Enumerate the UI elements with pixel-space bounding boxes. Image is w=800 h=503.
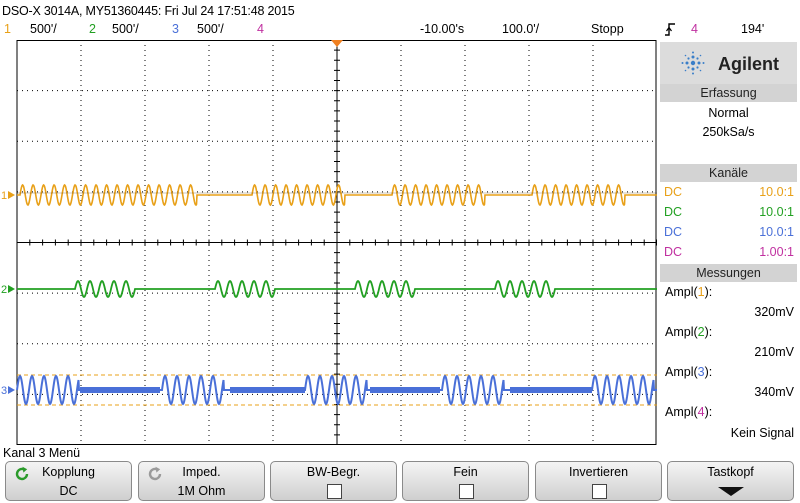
softkey-impedance-value: 1M Ohm [177, 484, 226, 498]
measurement-3-value: 340mV [754, 385, 794, 399]
trigger-position-marker [331, 40, 343, 47]
measurement-2-value: 210mV [754, 345, 794, 359]
measurement-3-label: Ampl(3): [665, 365, 713, 379]
timebase-scale: 100.0'/ [502, 22, 540, 36]
ch1-trace [17, 183, 657, 207]
measurements-header: Messungen [660, 264, 797, 282]
ch1-coupling: DC [664, 185, 683, 199]
screen-title: DSO-X 3014A, MY51360445: Fri Jul 24 17:5… [2, 4, 295, 18]
agilent-spark-icon [681, 51, 705, 75]
brand-name: Agilent [718, 54, 779, 74]
bw-limit-checkbox[interactable] [326, 484, 342, 499]
softkey-bw-limit[interactable]: BW-Begr. [270, 461, 397, 501]
ch1-ground-marker: 1 [1, 190, 7, 202]
softkey-probe[interactable]: Tastkopf [667, 461, 794, 501]
channel-3-scale: 500'/ [197, 22, 224, 36]
measurement-4-value: Kein Signal [730, 426, 794, 440]
time-offset: -10.00's [420, 22, 465, 36]
ch3-ground-marker-arrow [8, 386, 15, 394]
menu-title: Kanal 3 Menü [3, 446, 81, 460]
channels-header: Kanäle [660, 164, 797, 182]
ch1-ground-marker-arrow [8, 191, 15, 199]
acquisition-header: Erfassung [660, 84, 797, 102]
softkey-coupling-label: Kopplung [42, 465, 95, 479]
rotate-knob-icon [148, 466, 162, 481]
submenu-arrow-icon [717, 487, 744, 496]
acquisition-mode: Normal [708, 106, 749, 120]
softkey-impedance-label: Imped. [182, 465, 221, 479]
ch4-coupling: DC [664, 245, 683, 259]
ch2-ground-marker-arrow [8, 285, 15, 293]
waveform-display[interactable]: 1 2 3 [0, 40, 657, 445]
ch3-coupling: DC [664, 225, 683, 239]
trigger-level: 194' [741, 22, 765, 36]
channel-4-number: 4 [257, 22, 264, 36]
ch2-trace [17, 279, 657, 299]
channel-2-scale: 500'/ [112, 22, 139, 36]
ch2-ground-marker: 2 [1, 284, 7, 296]
softkey-invert-label: Invertieren [568, 465, 629, 479]
ch3-flat-segment [80, 387, 160, 393]
ch2-probe: 10.0:1 [759, 205, 794, 219]
channel-1-number: 1 [4, 22, 11, 36]
ch3-flat-segment [370, 387, 440, 393]
ch3-probe: 10.0:1 [759, 225, 794, 239]
softkey-fine[interactable]: Fein [402, 461, 529, 501]
ch3-ground-marker: 3 [1, 385, 7, 397]
trigger-edge-icon [664, 22, 676, 37]
measurement-1-value: 320mV [754, 305, 794, 319]
measurement-4-label: Ampl(4): [665, 405, 713, 419]
ch3-flat-segment [230, 387, 305, 393]
channel-3-number: 3 [172, 22, 179, 36]
invert-checkbox[interactable] [591, 484, 607, 499]
softkey-coupling-value: DC [59, 484, 78, 498]
ch4-probe: 1.00:1 [759, 245, 794, 259]
ch3-flat-segment [510, 387, 592, 393]
run-state: Stopp [591, 22, 624, 36]
trigger-source: 4 [691, 22, 698, 36]
sample-rate: 250kSa/s [702, 125, 755, 139]
ch2-coupling: DC [664, 205, 683, 219]
softkey-impedance[interactable]: Imped. 1M Ohm [138, 461, 265, 501]
softkey-invert[interactable]: Invertieren [535, 461, 662, 501]
measurement-2-label: Ampl(2): [665, 325, 713, 339]
ch1-probe: 10.0:1 [759, 185, 794, 199]
softkey-bw-limit-label: BW-Begr. [306, 465, 361, 479]
softkey-fine-label: Fein [453, 465, 478, 479]
channel-1-scale: 500'/ [30, 22, 57, 36]
rotate-knob-icon [15, 466, 29, 481]
brand-box: Agilent [660, 42, 797, 84]
softkey-probe-label: Tastkopf [707, 465, 754, 479]
softkey-coupling[interactable]: Kopplung DC [5, 461, 132, 501]
channel-2-number: 2 [89, 22, 96, 36]
measurement-1-label: Ampl(1): [665, 285, 713, 299]
info-panel: Agilent Erfassung Normal 250kSa/s Kanäle… [657, 40, 800, 445]
fine-checkbox[interactable] [458, 484, 474, 499]
